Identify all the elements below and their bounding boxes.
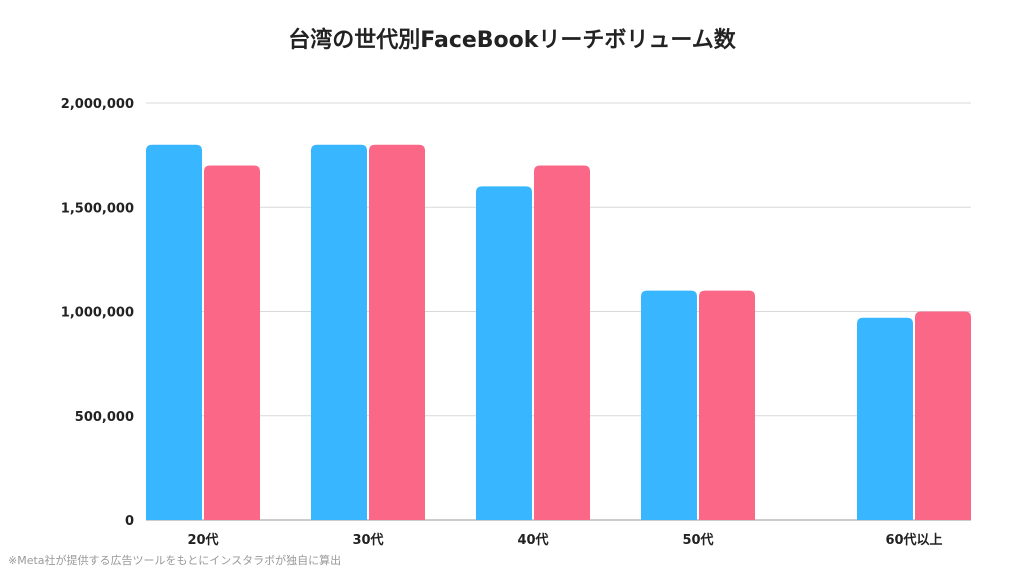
bar-pink-5 <box>915 311 971 520</box>
bar-blue-3 <box>476 186 532 520</box>
x-tick-label: 40代 <box>517 532 548 548</box>
bars <box>146 144 971 521</box>
chart-title: 台湾の世代別FaceBookリーチボリューム数 <box>288 28 736 53</box>
y-tick-label: 500,000 <box>75 410 134 425</box>
bar-pink-2 <box>369 144 425 520</box>
x-axis-tick-labels: 20代 30代 40代 50代 60代以上 <box>187 532 942 548</box>
bar-pink-3 <box>534 165 590 521</box>
bar-blue-1 <box>146 144 202 520</box>
x-tick-label: 30代 <box>352 532 383 548</box>
x-tick-label: 20代 <box>187 532 218 548</box>
y-tick-label: 0 <box>125 514 134 529</box>
bar-pink-1 <box>204 165 260 521</box>
y-tick-label: 1,000,000 <box>61 306 134 321</box>
y-tick-label: 1,500,000 <box>61 201 134 216</box>
source-footnote: ※Meta社が提供する広告ツールをもとにインスタラボが独自に算出 <box>8 554 342 567</box>
bar-blue-2 <box>311 144 367 520</box>
x-tick-label: 60代以上 <box>885 532 942 548</box>
x-tick-label: 50代 <box>682 532 713 548</box>
bar-pink-4 <box>699 290 755 520</box>
y-axis-tick-labels: 0 500,000 1,000,000 1,500,000 2,000,000 <box>61 97 134 529</box>
bar-blue-5 <box>857 317 913 520</box>
bar-blue-4 <box>641 290 697 520</box>
y-tick-label: 2,000,000 <box>61 97 134 112</box>
